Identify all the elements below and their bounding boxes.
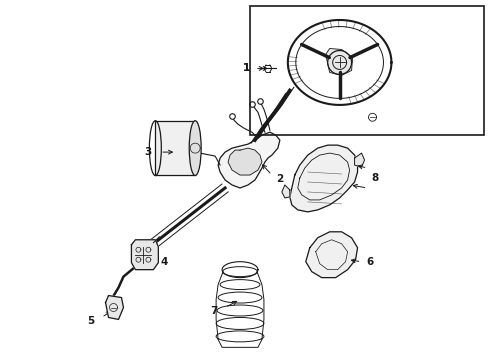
- Text: 2: 2: [276, 174, 283, 184]
- Text: 1: 1: [243, 63, 250, 73]
- Text: 6: 6: [367, 257, 374, 267]
- Polygon shape: [105, 296, 123, 319]
- Polygon shape: [228, 148, 262, 175]
- Polygon shape: [218, 132, 280, 188]
- Text: 4: 4: [160, 257, 168, 267]
- Ellipse shape: [189, 121, 201, 176]
- Polygon shape: [131, 240, 158, 270]
- Text: 3: 3: [144, 147, 151, 157]
- Polygon shape: [306, 232, 358, 278]
- Polygon shape: [155, 121, 195, 175]
- Polygon shape: [282, 185, 290, 198]
- Polygon shape: [326, 49, 353, 75]
- Polygon shape: [290, 145, 358, 212]
- Bar: [250, 6, 484, 135]
- Text: 5: 5: [87, 316, 95, 327]
- Text: 7: 7: [211, 306, 218, 316]
- Text: 8: 8: [371, 173, 379, 183]
- Text: 1: 1: [243, 63, 249, 73]
- Polygon shape: [355, 153, 365, 167]
